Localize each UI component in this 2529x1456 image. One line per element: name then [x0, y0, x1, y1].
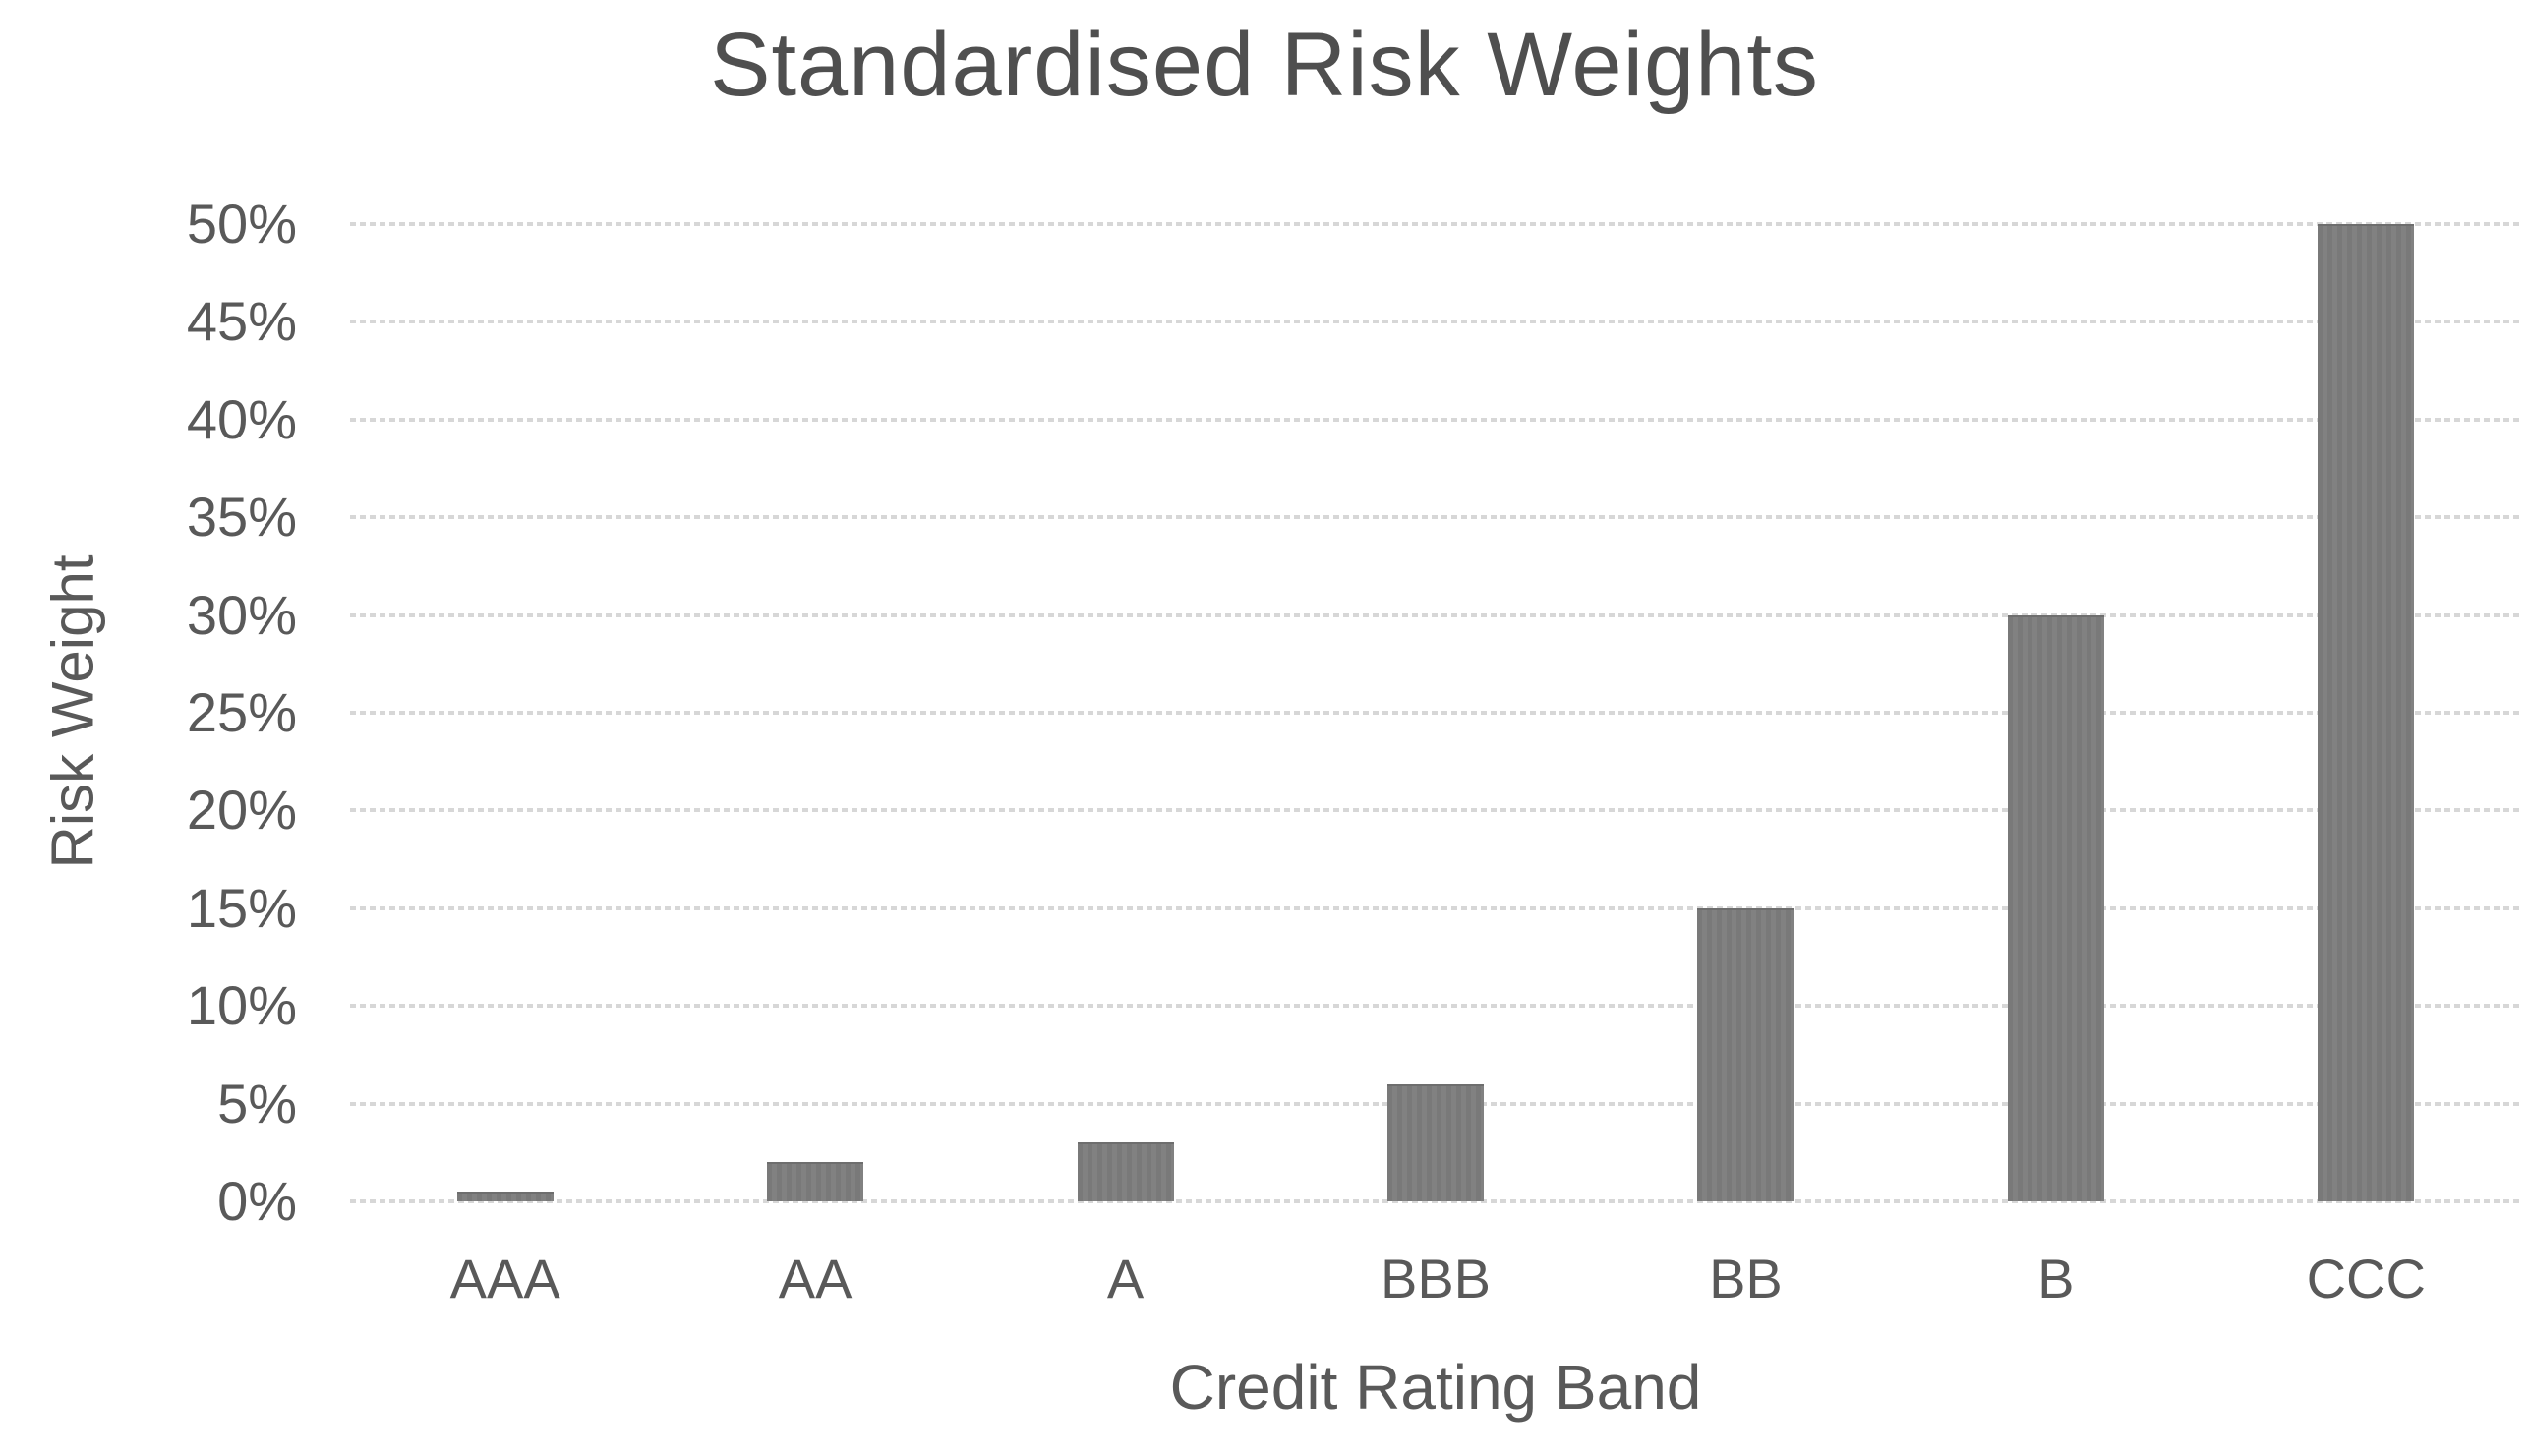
y-tick-label-5%: 5% — [217, 1072, 297, 1135]
y-tick-label-45%: 45% — [186, 290, 297, 353]
plot-area — [350, 222, 2521, 1203]
y-tick-label-20%: 20% — [186, 779, 297, 842]
gridline-50% — [350, 222, 2521, 226]
y-tick-label-10%: 10% — [186, 974, 297, 1037]
y-tick-label-0%: 0% — [217, 1170, 297, 1232]
bar-B — [2007, 614, 2104, 1201]
bar-BB — [1697, 907, 1794, 1201]
y-tick-label-50%: 50% — [186, 193, 297, 255]
y-tick-label-15%: 15% — [186, 876, 297, 939]
gridline-30% — [350, 612, 2521, 617]
gridline-20% — [350, 808, 2521, 813]
bar-BBB — [1387, 1083, 1484, 1201]
x-category-label-BB: BB — [1709, 1248, 1783, 1310]
y-tick-label-30%: 30% — [186, 583, 297, 646]
bar-A — [1077, 1142, 1174, 1201]
gridline-10% — [350, 1004, 2521, 1009]
gridline-25% — [350, 711, 2521, 715]
gridline-45% — [350, 320, 2521, 324]
y-tick-label-40%: 40% — [186, 387, 297, 450]
gridline-35% — [350, 515, 2521, 520]
gridline-0% — [350, 1199, 2521, 1203]
gridline-40% — [350, 417, 2521, 422]
x-category-label-A: A — [1106, 1248, 1145, 1310]
x-category-label-B: B — [2037, 1248, 2075, 1310]
x-axis-category-labels: AAA AA A BBB BB B CCC — [0, 1247, 2529, 1315]
chart-title: Standardised Risk Weights — [710, 15, 1819, 115]
bar-CCC — [2318, 224, 2415, 1201]
x-category-label-AA: AA — [778, 1248, 853, 1310]
x-category-label-BBB: BBB — [1380, 1248, 1492, 1310]
y-tick-label-25%: 25% — [186, 681, 297, 743]
x-axis-title: Credit Rating Band — [1169, 1352, 1702, 1423]
x-category-label-CCC: CCC — [2306, 1248, 2426, 1310]
bar-AA — [767, 1162, 864, 1201]
bar-AAA — [456, 1192, 554, 1201]
y-tick-label-35%: 35% — [186, 486, 297, 549]
x-category-label-AAA: AAA — [449, 1248, 560, 1310]
gridline-15% — [350, 905, 2521, 910]
